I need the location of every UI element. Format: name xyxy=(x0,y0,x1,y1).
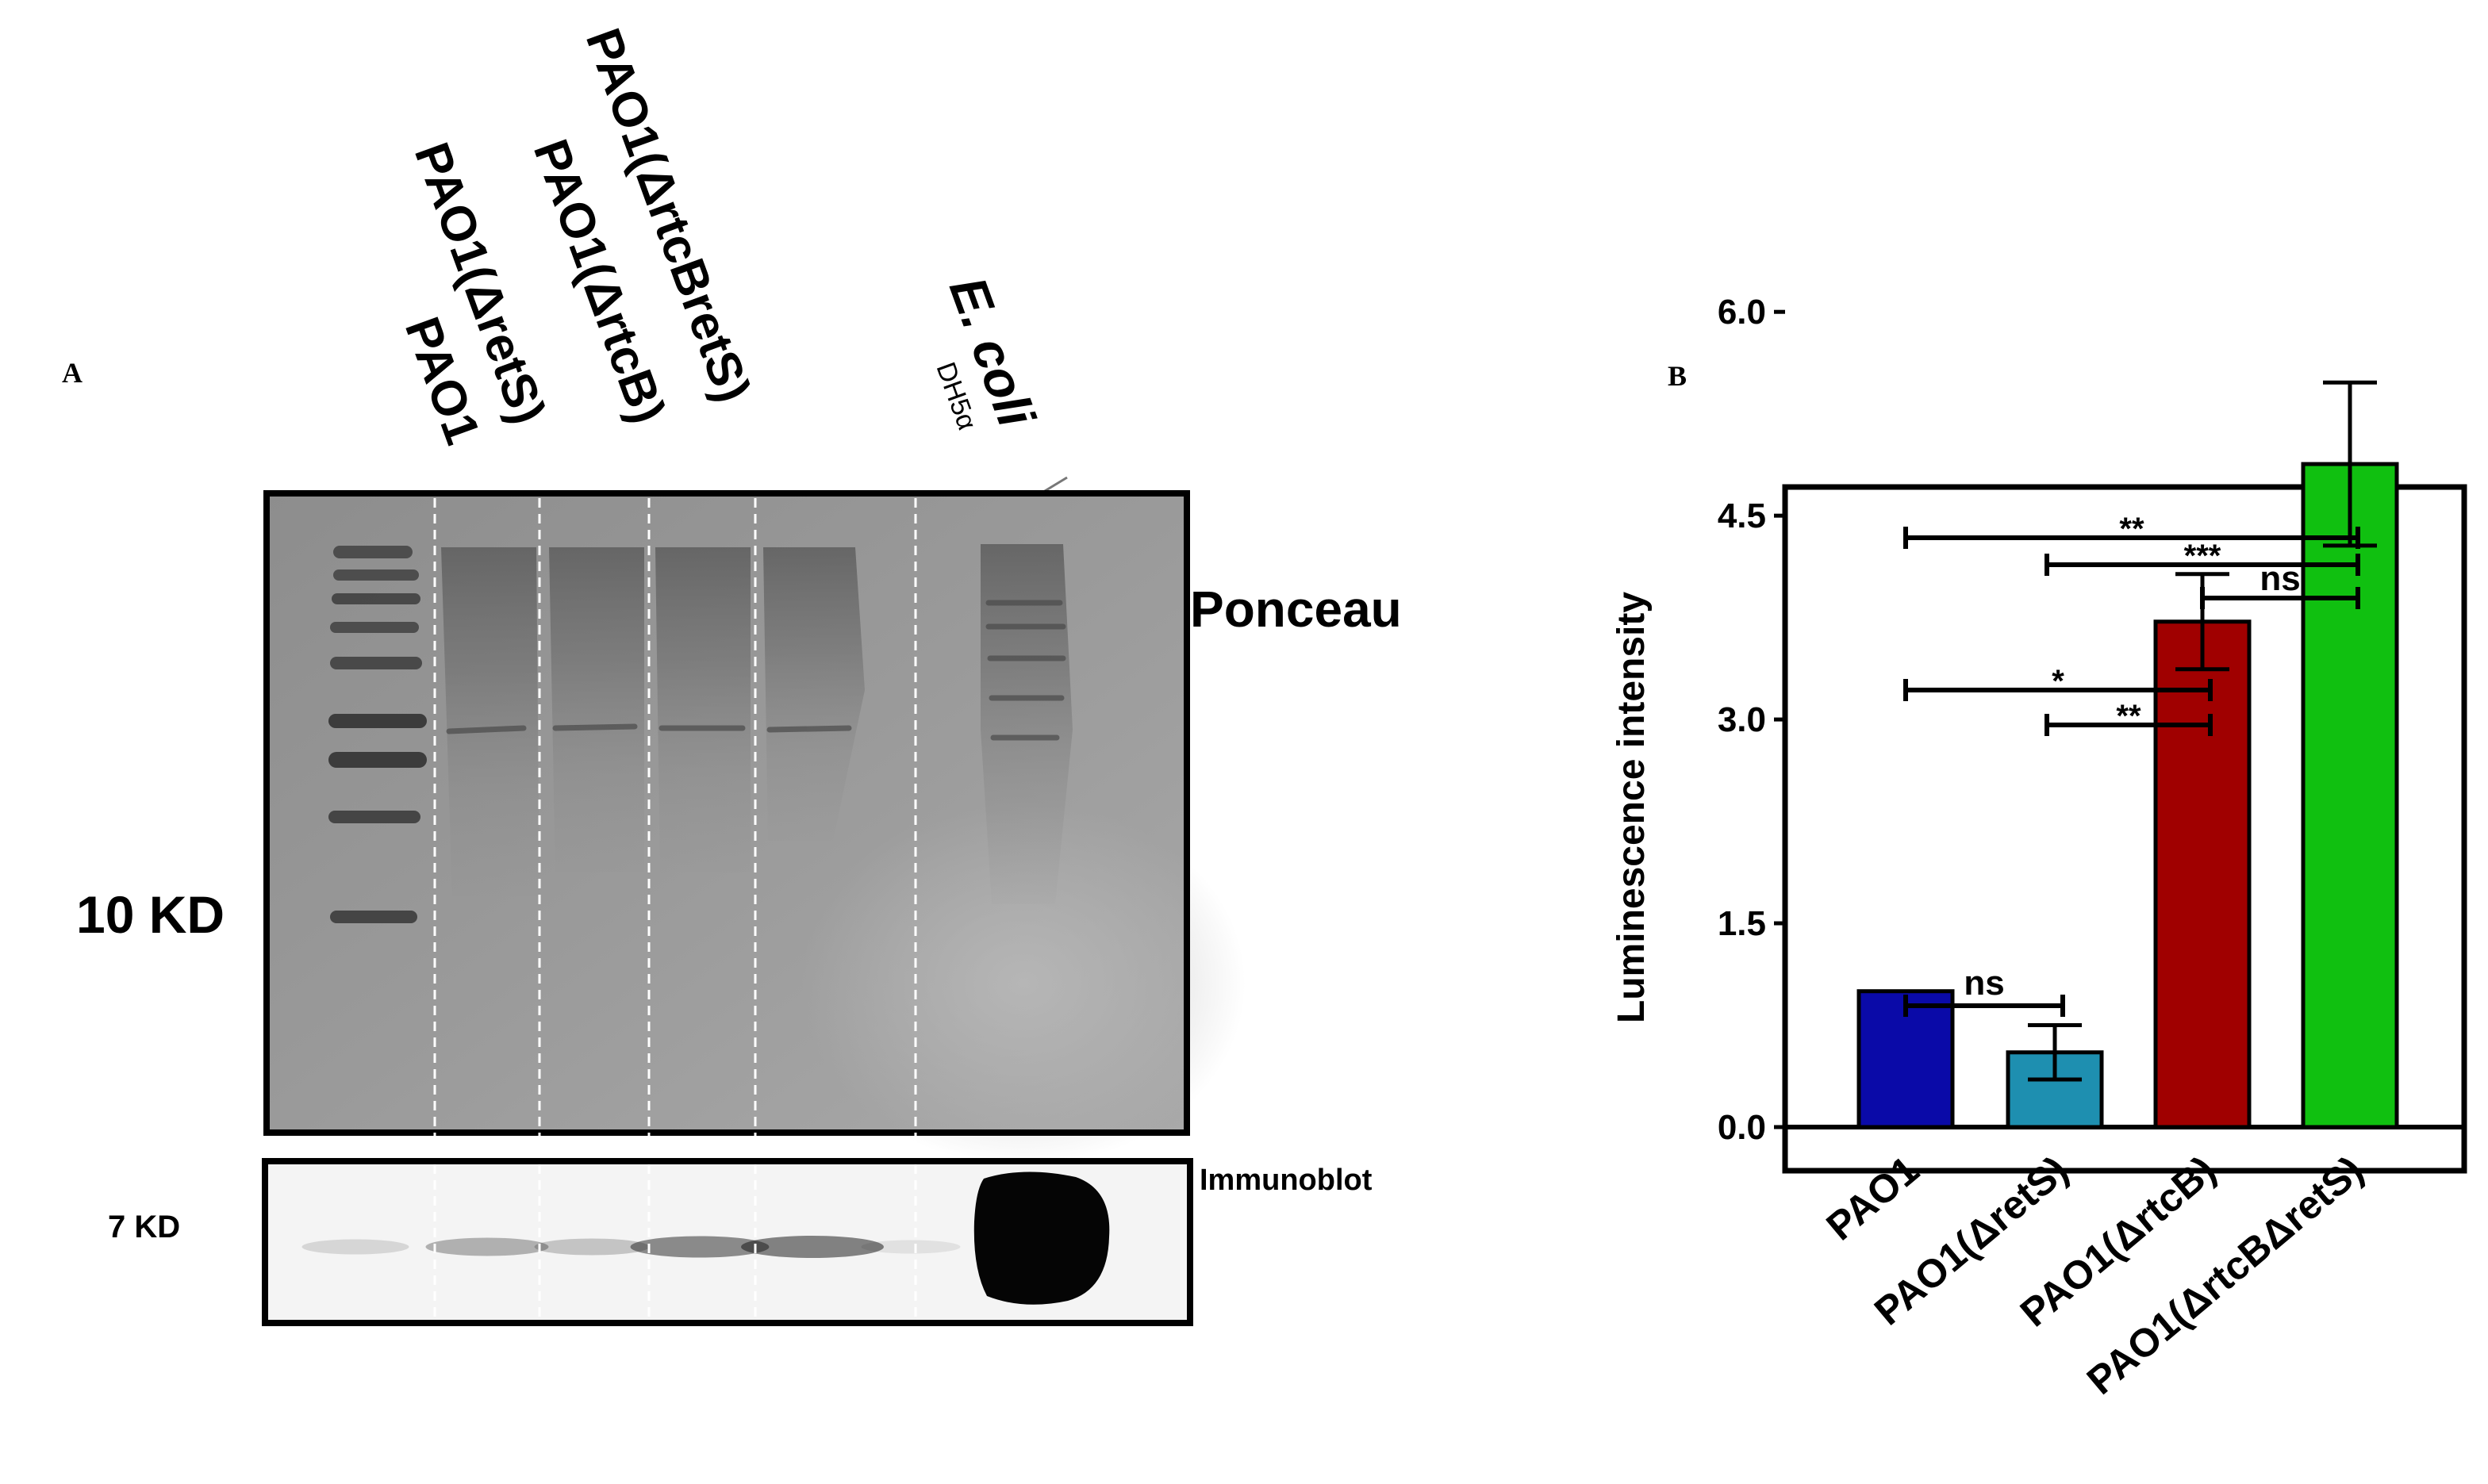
y-tick-label: 3.0 xyxy=(1718,700,1766,739)
panel-b: B 0.0 1.5 3.0 4.5 6.0 Luminescence intensity P… xyxy=(1611,293,2467,1403)
ladder-lane xyxy=(328,546,427,923)
error-bar xyxy=(2323,380,2377,548)
immunoblot-band xyxy=(425,1237,549,1256)
significance-bracket: *** xyxy=(2045,539,2360,576)
bar xyxy=(2153,619,2252,1129)
immunoblot xyxy=(262,1158,1193,1326)
y-axis-title: Luminescence intensity xyxy=(1611,592,1653,1023)
significance-bracket: ns xyxy=(1903,964,2065,1017)
y-axis: 0.0 1.5 3.0 4.5 6.0 xyxy=(1718,293,1785,1147)
marker-10kd-label: 10 KD xyxy=(76,885,225,944)
sample-lanes xyxy=(441,544,1073,904)
significance-label: ns xyxy=(2260,559,2300,598)
immunoblot-band xyxy=(534,1238,650,1256)
significance-bracket: * xyxy=(1903,664,2213,701)
x-tick-label: PAO1(ΔrtcBΔretS) xyxy=(2079,1148,2371,1403)
panel-a: A PAO1 PAO1(ΔretS) PAO1(ΔrtcB) PAO1(Δrtc… xyxy=(62,21,1402,1326)
immunoblot-band xyxy=(630,1236,770,1258)
marker-7kd-label: 7 KD xyxy=(108,1210,180,1244)
ponceau-label: Ponceau xyxy=(1190,581,1402,638)
immunoblot-bands xyxy=(301,1171,1110,1305)
immunoblot-band xyxy=(973,1171,1110,1305)
significance-label: ns xyxy=(1964,964,2004,1003)
bar-chart: 0.0 1.5 3.0 4.5 6.0 Luminescence intensity PAO… xyxy=(1611,293,2464,1403)
chart-frame xyxy=(1782,484,2467,1174)
y-tick-label: 0.0 xyxy=(1718,1108,1766,1147)
error-bar xyxy=(2028,1023,2082,1082)
significance-label: * xyxy=(2052,664,2064,699)
significance-bracket: ** xyxy=(1903,512,2360,549)
significance-bracket: ns xyxy=(2200,559,2360,609)
x-tick-label: PAO1 xyxy=(1818,1148,1927,1249)
immunoblot-band xyxy=(301,1239,409,1255)
y-tick-label: 6.0 xyxy=(1718,293,1766,332)
y-tick-label: 4.5 xyxy=(1718,497,1766,535)
ponceau-gel xyxy=(263,490,1246,1166)
immunoblot-band xyxy=(861,1240,961,1254)
panel-a-label: A xyxy=(62,357,83,389)
immunoblot-label: Immunoblot xyxy=(1200,1164,1373,1197)
ponceau-bands xyxy=(446,600,1066,741)
y-tick-label: 1.5 xyxy=(1718,904,1766,943)
lane-header-labels: PAO1 PAO1(ΔretS) PAO1(ΔrtcB) PAO1(ΔrtcBr… xyxy=(394,21,1047,451)
bar xyxy=(2301,462,2399,1129)
significance-bracket: ** xyxy=(2045,699,2213,736)
significance-label: *** xyxy=(2184,539,2221,573)
significance-label: ** xyxy=(2116,699,2141,734)
significance-label: ** xyxy=(2119,512,2144,546)
panel-b-label: B xyxy=(1668,360,1687,392)
lane-separators xyxy=(433,498,917,1321)
immunoblot-band xyxy=(741,1236,884,1258)
